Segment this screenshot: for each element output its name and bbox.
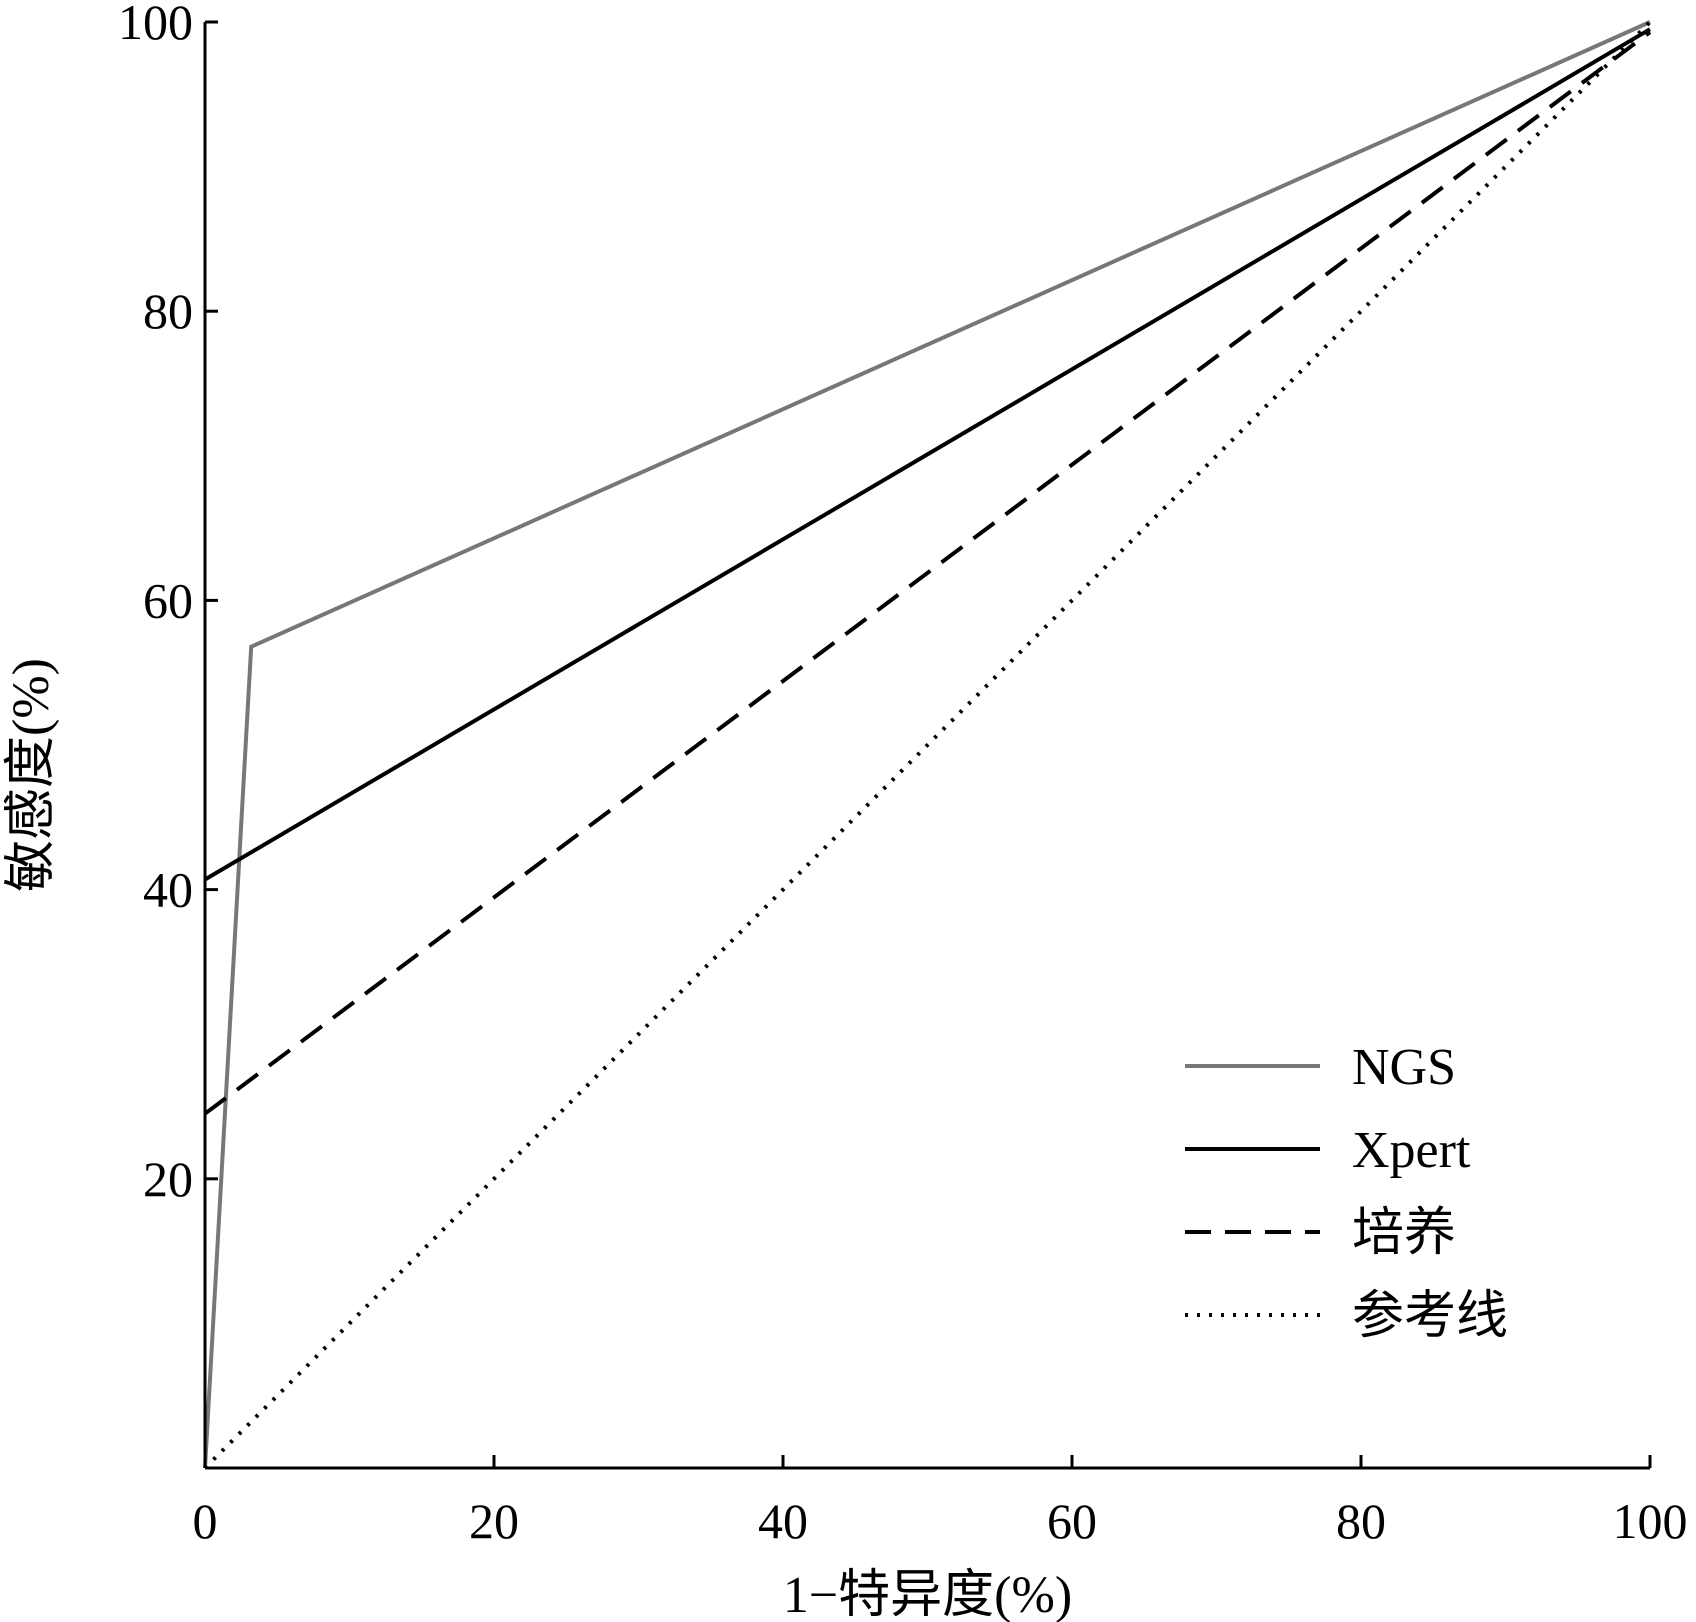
y-tick-label: 80 bbox=[143, 283, 193, 339]
y-tick-label: 20 bbox=[143, 1151, 193, 1207]
y-tick-label: 40 bbox=[143, 862, 193, 918]
series-line-3 bbox=[203, 30, 1652, 1116]
y-axis-title: 敏感度(%) bbox=[3, 658, 60, 892]
x-axis-title: 1−特异度(%) bbox=[783, 1567, 1072, 1622]
legend-label-3: 培养 bbox=[1352, 1205, 1456, 1262]
x-tick-label: 80 bbox=[1336, 1493, 1386, 1549]
series-layer bbox=[203, 20, 1652, 1470]
series-line-2 bbox=[203, 27, 1652, 882]
x-tick-label: 60 bbox=[1047, 1493, 1097, 1549]
y-tick-label: 100 bbox=[118, 0, 193, 50]
legend-label-4: 参考线 bbox=[1352, 1288, 1508, 1345]
x-tick-label: 40 bbox=[758, 1493, 808, 1549]
legend-label-2: Xpert bbox=[1352, 1122, 1471, 1179]
series-line-4 bbox=[203, 20, 1652, 1470]
x-tick-label: 0 bbox=[193, 1493, 218, 1549]
x-tick-label: 20 bbox=[469, 1493, 519, 1549]
series-line-1 bbox=[203, 20, 1651, 1469]
ticks-layer: 0 20 40 60 80 100 20 40 60 80 100 bbox=[118, 0, 1688, 1549]
x-tick-label: 100 bbox=[1613, 1493, 1688, 1549]
y-tick-label: 60 bbox=[143, 572, 193, 628]
axes-layer bbox=[203, 22, 1650, 1470]
legend-label-1: NGS bbox=[1352, 1039, 1456, 1096]
